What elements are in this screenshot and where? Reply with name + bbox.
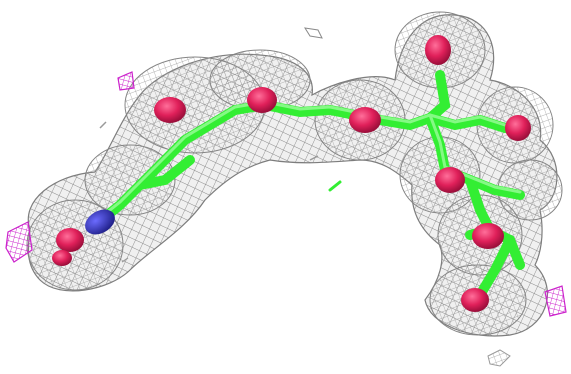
ligand-oxygen-atoms — [52, 35, 531, 312]
difference-density-fragments — [5, 71, 567, 317]
ligand-nitrogen-atom — [85, 209, 115, 235]
stray-fragments — [99, 27, 511, 367]
